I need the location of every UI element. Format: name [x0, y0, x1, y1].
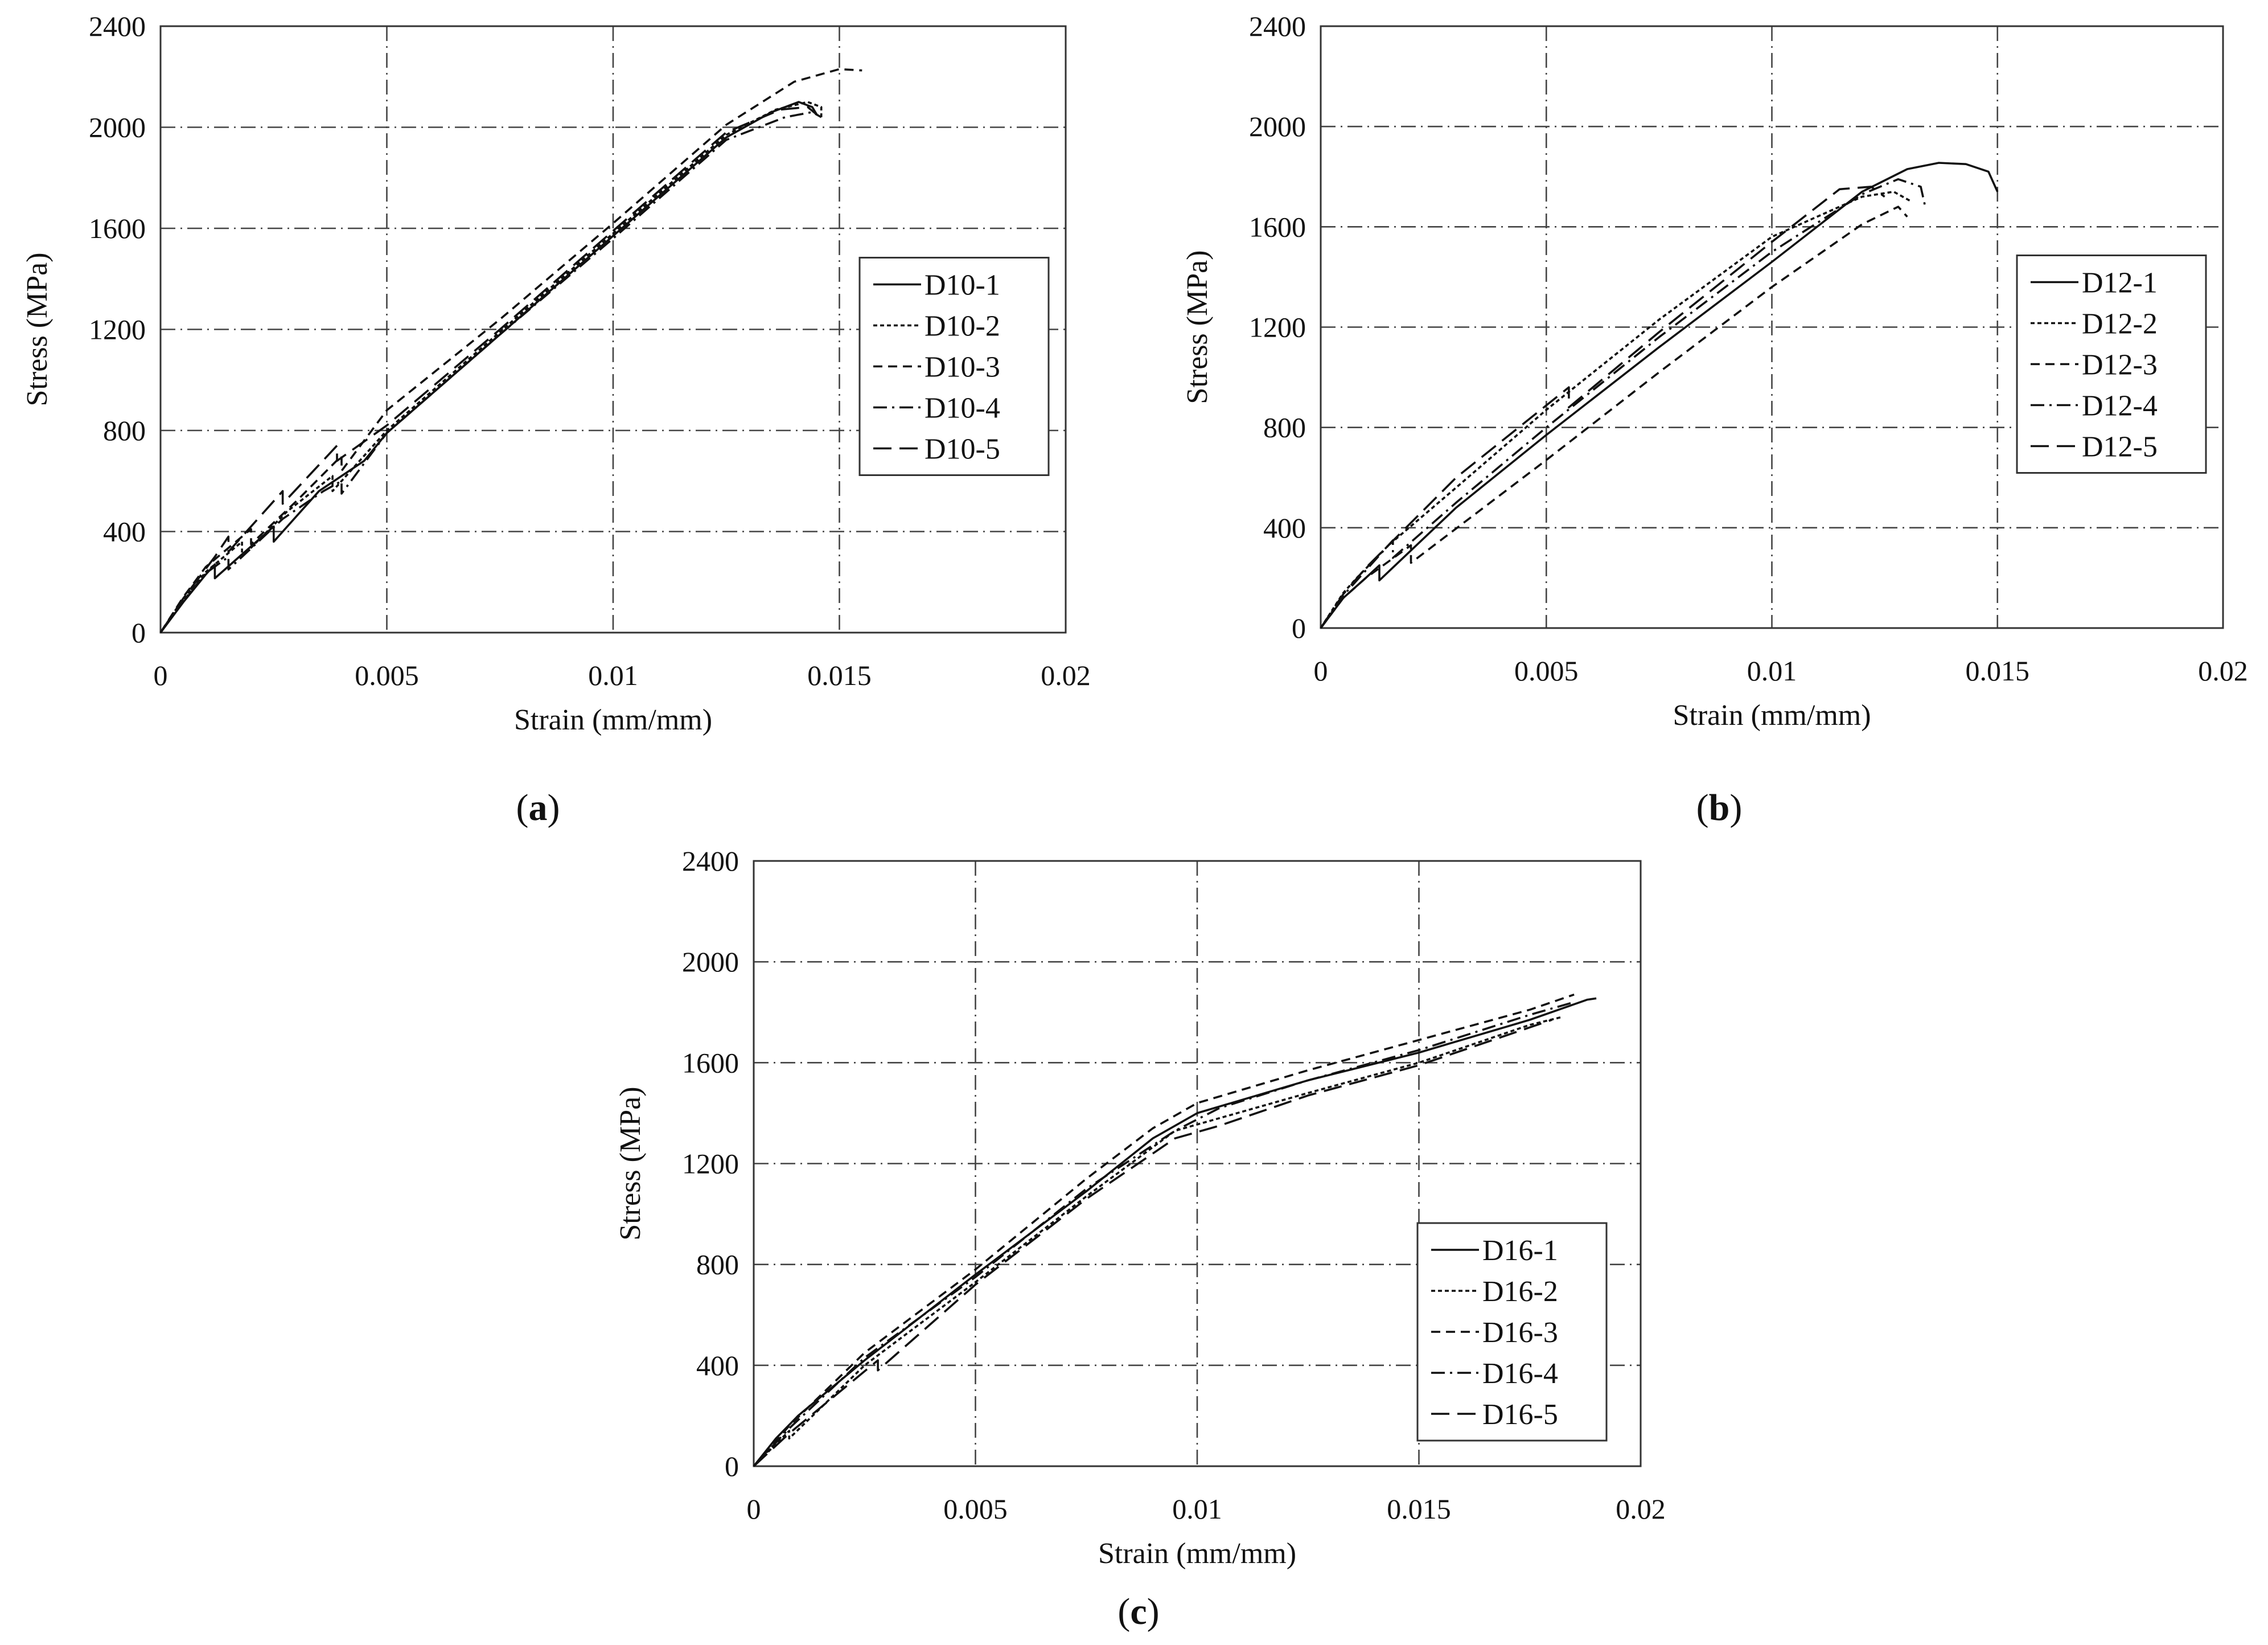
y-tick-label: 2400: [1249, 10, 1306, 42]
x-tick-label: 0: [1314, 655, 1328, 687]
panel-a: 0 0.005 0.01 0.015 0.02 0 400 800 1200 1600 2000 24…: [21, 10, 1091, 828]
legend-label-d12-2: D12-2: [2082, 308, 2158, 341]
grid-lines: [754, 861, 1641, 1466]
x-tick-label: 0.015: [807, 659, 872, 691]
x-tick-label: 0.01: [1747, 655, 1797, 687]
series-line-d12-5: [1320, 186, 1885, 629]
y-tick-label: 2400: [89, 10, 146, 42]
x-tick-label: 0.01: [1172, 1493, 1222, 1525]
series-curves: [1320, 162, 1999, 629]
x-tick-label: 0.005: [355, 659, 419, 691]
y-tick-label: 2000: [1249, 110, 1306, 142]
legend-label-d16-2: D16-2: [1482, 1275, 1558, 1308]
legend-label-d16-5: D16-5: [1482, 1398, 1558, 1431]
panel-caption: (b): [1696, 787, 1743, 828]
legend-label-d12-1: D12-1: [2082, 267, 2158, 300]
x-tick-label: 0.02: [1616, 1493, 1666, 1525]
series-line-d10-3: [159, 68, 862, 633]
y-tick-label: 800: [103, 415, 146, 446]
plot-frame: [159, 25, 1067, 634]
series-line-d16-3: [753, 993, 1575, 1467]
y-tick-label: 800: [696, 1249, 739, 1281]
x-tick-label: 0.015: [1387, 1493, 1451, 1525]
x-tick-label: 0.02: [1041, 659, 1091, 691]
series-line-d16-1: [753, 997, 1597, 1467]
y-tick-label: 2000: [89, 112, 146, 143]
series-curves: [753, 993, 1597, 1467]
plot-frame: [1320, 25, 2224, 629]
y-tick-label: 1600: [682, 1047, 739, 1078]
panel-caption-letter: c: [1130, 1591, 1147, 1632]
legend-label-d10-2: D10-2: [925, 310, 1000, 343]
y-tick-label: 0: [1292, 612, 1306, 644]
series-line-d16-2: [753, 1016, 1562, 1467]
series-line-d12-4: [1320, 178, 1926, 629]
panel-caption: (a): [516, 787, 560, 828]
x-tick-label: 0.005: [1514, 655, 1579, 687]
y-tick-label: 2400: [682, 845, 739, 877]
series-line-d10-4: [159, 111, 822, 634]
legend: D10-1 D10-2 D10-3 D10-4 D10-5: [858, 257, 1050, 476]
y-tick-label: 1200: [1249, 311, 1306, 343]
legend: D16-1 D16-2 D16-3 D16-4 D16-5: [1416, 1222, 1608, 1442]
y-tick-label: 1200: [682, 1148, 739, 1180]
series-line-d12-3: [1320, 206, 1908, 629]
legend-label-d10-1: D10-1: [925, 269, 1000, 302]
series-line-d10-2: [159, 101, 823, 634]
legend-label-d12-5: D12-5: [2082, 431, 2158, 463]
series-line-d16-5: [753, 1019, 1552, 1467]
legend-label-d12-3: D12-3: [2082, 349, 2158, 381]
x-tick-label: 0.02: [2198, 655, 2248, 687]
legend-box: [2016, 255, 2207, 474]
legend-label-d16-1: D16-1: [1482, 1234, 1558, 1267]
legend-box: [1416, 1222, 1608, 1442]
legend: D12-1 D12-2 D12-3 D12-4 D12-5: [2016, 255, 2207, 474]
series-line-d10-1: [159, 101, 818, 634]
panel-b: 0 0.005 0.01 0.015 0.02 0 400 800 1200 1600 2000 24…: [1181, 10, 2248, 828]
series-line-d12-1: [1320, 162, 1999, 629]
series-line-d12-2: [1320, 190, 1913, 629]
y-tick-label: 800: [1263, 412, 1306, 444]
series-curves: [159, 68, 862, 634]
y-tick-label: 1600: [89, 212, 146, 244]
legend-label-d10-5: D10-5: [925, 433, 1000, 466]
x-tick-label: 0.005: [943, 1493, 1008, 1525]
panel-caption-letter: b: [1709, 787, 1730, 828]
y-tick-label: 1600: [1249, 211, 1306, 243]
panel-caption: (c): [1117, 1591, 1159, 1632]
y-tick-label: 2000: [682, 946, 739, 978]
x-axis-title: Strain (mm/mm): [1673, 699, 1871, 732]
x-tick-label: 0: [747, 1493, 761, 1525]
y-tick-label: 400: [1263, 512, 1306, 544]
y-axis-title: Stress (MPa): [614, 1086, 647, 1240]
legend-label-d12-4: D12-4: [2082, 390, 2158, 422]
panel-c: 0 0.005 0.01 0.015 0.02 0 400 800 1200 1600 2000 24…: [614, 845, 1666, 1632]
y-tick-label: 1200: [89, 314, 146, 346]
legend-label-d16-4: D16-4: [1482, 1357, 1558, 1390]
x-tick-label: 0.01: [588, 659, 638, 691]
x-axis-title: Strain (mm/mm): [1098, 1537, 1296, 1570]
series-line-d10-5: [159, 106, 817, 633]
legend-label-d10-3: D10-3: [925, 351, 1000, 384]
panel-caption-letter: a: [529, 787, 548, 828]
x-tick-label: 0.015: [1966, 655, 2030, 687]
x-axis-title: Strain (mm/mm): [514, 704, 712, 736]
y-tick-label: 400: [103, 516, 146, 548]
y-tick-label: 400: [696, 1349, 739, 1381]
y-axis-title: Stress (MPa): [1181, 250, 1214, 404]
legend-label-d10-4: D10-4: [925, 392, 1000, 425]
legend-label-d16-3: D16-3: [1482, 1316, 1558, 1349]
plot-frame: [753, 860, 1642, 1467]
x-tick-label: 0: [154, 659, 168, 691]
y-tick-label: 0: [725, 1450, 739, 1482]
y-tick-label: 0: [132, 617, 146, 649]
y-axis-title: Stress (MPa): [21, 252, 54, 406]
